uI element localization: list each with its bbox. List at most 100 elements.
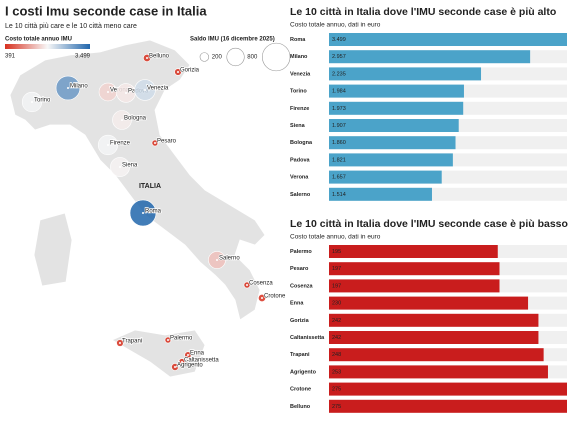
city-label: Torino <box>34 98 51 104</box>
bar <box>329 331 539 344</box>
size-legend-label: 200 <box>212 55 223 61</box>
value-label: 230 <box>332 301 341 307</box>
bar <box>329 153 453 167</box>
city-dot <box>261 297 263 299</box>
city-label: Crotone <box>264 294 286 300</box>
value-label: 248 <box>332 352 341 358</box>
city-dot <box>107 144 109 146</box>
value-label: 1.657 <box>332 175 346 181</box>
category-label: Belluno <box>290 404 311 410</box>
bar <box>329 50 531 64</box>
city-dot <box>216 259 218 261</box>
city-dot <box>174 366 176 368</box>
value-label: 242 <box>332 335 341 341</box>
category-label: Milano <box>290 54 308 60</box>
value-label: 1.907 <box>332 123 346 129</box>
value-label: 242 <box>332 318 341 324</box>
value-label: 275 <box>332 387 341 393</box>
category-label: Pesaro <box>290 266 309 272</box>
city-dot <box>246 284 248 286</box>
city-dot <box>107 91 109 93</box>
category-label: Trapani <box>290 352 310 358</box>
value-label: 197 <box>332 283 341 289</box>
value-label: 2.957 <box>332 54 346 60</box>
city-dot <box>144 89 146 91</box>
chart-title: Le 10 città in Italia dove l'IMU seconde… <box>290 6 556 18</box>
category-label: Palermo <box>290 249 312 255</box>
city-label: Venezia <box>147 86 169 92</box>
city-dot <box>31 101 33 103</box>
city-label: Belluno <box>149 54 170 60</box>
city-label: Trapani <box>122 339 142 345</box>
city-dot <box>121 119 123 121</box>
bar <box>329 187 432 201</box>
city-dot <box>146 57 148 59</box>
bar <box>329 33 567 46</box>
city-dot <box>167 339 169 341</box>
city-label: Bologna <box>124 116 147 122</box>
bar <box>329 262 500 276</box>
bar <box>329 296 529 310</box>
category-label: Enna <box>290 301 304 307</box>
chart-title: Le 10 città in Italia dove l'IMU seconde… <box>290 218 568 230</box>
city-dot <box>187 354 189 356</box>
city-label: Palermo <box>170 336 193 342</box>
country-label: ITALIA <box>139 183 161 190</box>
value-label: 195 <box>332 249 341 255</box>
category-label: Caltanissetta <box>290 335 325 341</box>
value-label: 253 <box>332 369 341 375</box>
city-dot <box>67 87 69 89</box>
city-dot <box>177 71 179 73</box>
color-legend-title: Costo totale annuo IMU <box>5 37 72 43</box>
bar <box>329 136 456 150</box>
bar <box>329 313 539 327</box>
size-legend-title: Saldo IMU (16 dicembre 2025) <box>190 37 275 43</box>
value-label: 3.499 <box>332 37 346 43</box>
color-legend-label: 391 <box>5 54 16 60</box>
size-legend-circle <box>262 42 291 72</box>
bar <box>329 119 459 132</box>
city-label: Firenze <box>110 141 131 147</box>
bar <box>329 365 548 379</box>
value-label: 275 <box>332 404 341 410</box>
value-label: 197 <box>332 266 341 272</box>
bar <box>329 348 544 362</box>
bar <box>329 399 567 413</box>
subtitle: Le 10 città più care e le 10 città meno … <box>5 23 137 30</box>
value-label: 1.973 <box>332 106 346 112</box>
value-label: 1.514 <box>332 192 346 198</box>
category-label: Cosenza <box>290 283 314 289</box>
size-legend-label: 800 <box>247 55 258 61</box>
city-dot <box>142 212 144 214</box>
size-legend-circle <box>199 52 210 62</box>
color-legend-label: 3.499 <box>75 54 91 60</box>
bar <box>329 382 567 396</box>
city-dot <box>154 142 156 144</box>
city-dot <box>125 92 127 94</box>
city-label: Enna <box>190 351 205 357</box>
city-label: Pesaro <box>157 139 177 145</box>
city-label: Siena <box>122 163 138 169</box>
category-label: Firenze <box>290 106 309 112</box>
category-label: Crotone <box>290 387 311 393</box>
city-dot <box>119 342 121 344</box>
city-dot <box>119 166 121 168</box>
city-label: Gorizia <box>180 68 200 74</box>
value-label: 2.235 <box>332 71 346 77</box>
category-label: Siena <box>290 123 306 129</box>
category-label: Roma <box>290 37 306 43</box>
bar <box>329 101 464 115</box>
category-label: Padova <box>290 157 311 163</box>
category-label: Verona <box>290 175 309 181</box>
city-label: Milano <box>70 84 88 90</box>
bar <box>329 84 464 98</box>
bar <box>329 170 442 184</box>
city-dot <box>181 361 183 363</box>
city-label: Cosenza <box>249 281 273 287</box>
category-label: Salerno <box>290 192 311 198</box>
value-label: 1.821 <box>332 157 346 163</box>
bar <box>329 245 498 258</box>
bar <box>329 279 500 293</box>
category-label: Venezia <box>290 71 311 77</box>
